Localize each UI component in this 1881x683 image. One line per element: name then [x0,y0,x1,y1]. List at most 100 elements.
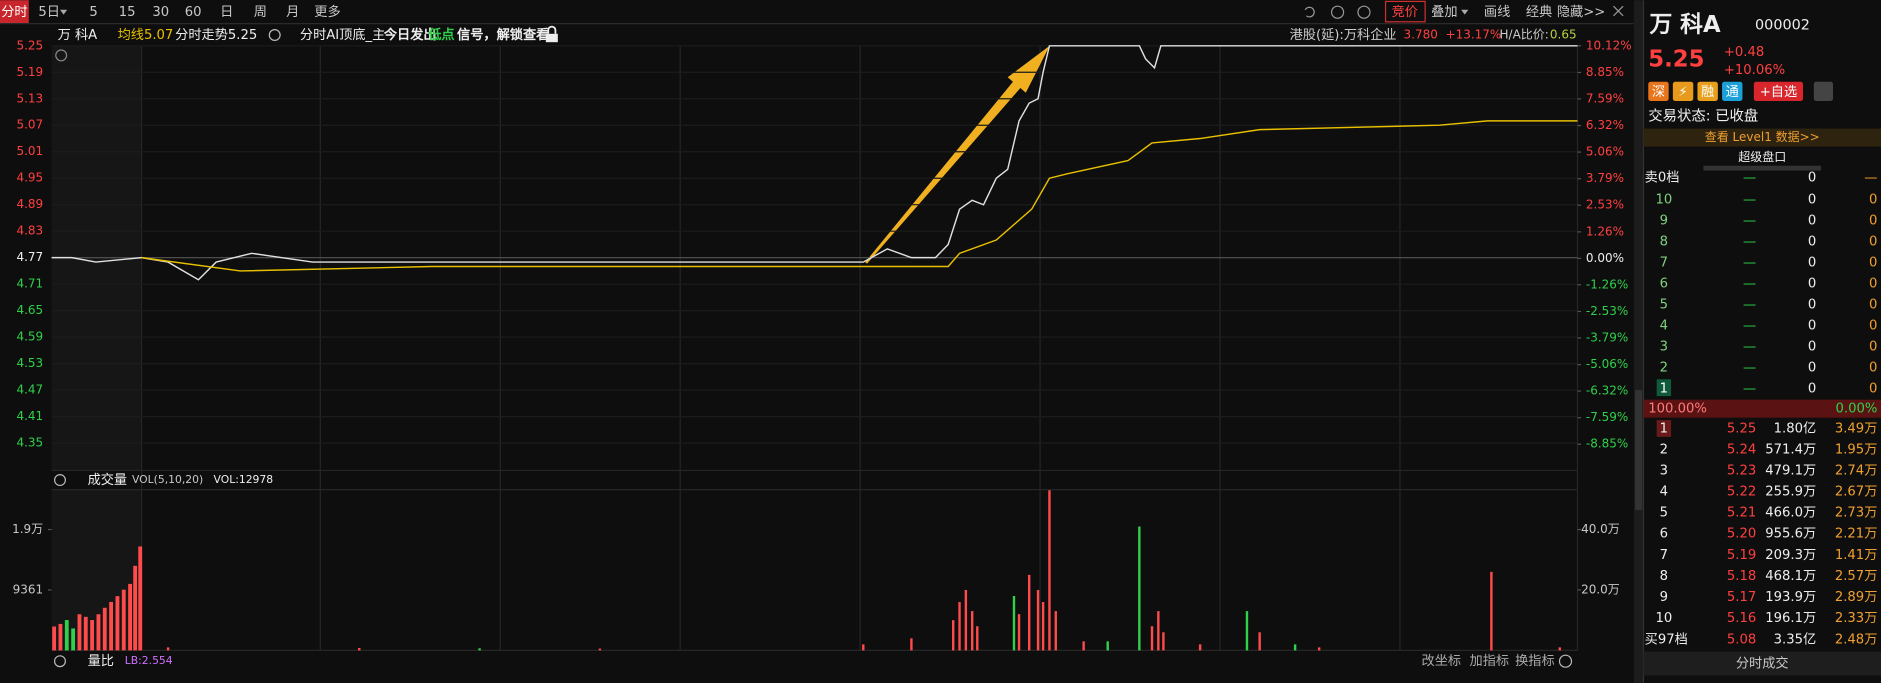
price-line [141,120,1578,272]
volume-bar [1138,526,1141,651]
badge[interactable]: ⚡ [1678,85,1687,100]
sell-total-price: — [1743,171,1756,186]
tool-button[interactable]: 隐藏>> [1557,4,1605,20]
hk-price: 3.780 [1404,27,1438,41]
badge-bg[interactable] [1722,81,1743,101]
volume-bar [58,623,63,651]
trend-arrow [865,45,1050,264]
sell1-highlight [1656,379,1672,397]
volume-bar [1162,632,1165,651]
buy-volume: 571.4万 [1765,443,1816,458]
buy-level: 1 [1660,421,1668,436]
y-tick-label: 4.35 [16,436,43,450]
tool-button[interactable]: 叠加 [1431,4,1457,20]
tab[interactable]: 30 [152,5,169,20]
y-tick-label: 4.83 [16,224,43,238]
volume-bar [958,602,961,651]
scrollbar[interactable] [1633,0,1644,683]
y2-tick-label: 8.85% [1586,65,1624,79]
y2-tick-label: -8.85% [1586,437,1628,451]
buy-level: 8 [1660,569,1668,584]
buy-level: 7 [1660,548,1668,563]
ha-value: 0.65 [1550,27,1577,41]
tab[interactable]: 周 [254,5,267,20]
tool-button[interactable]: 竞价 [1392,3,1418,20]
sell-volume: 0 [1808,255,1816,270]
y-tick-label: 5.01 [16,144,43,158]
y2-tick-label: -7.59% [1586,410,1628,424]
sell-level: 6 [1660,276,1668,291]
sell-count: 0 [1869,255,1877,270]
alert-icon[interactable] [1813,81,1834,101]
buy-count: 2.89万 [1835,590,1878,605]
tab[interactable]: 日 [220,5,233,20]
watch-button[interactable]: +自选 [1760,84,1797,100]
tab[interactable]: 60 [185,5,202,20]
buy-count: 1.41万 [1835,548,1878,563]
tab[interactable]: 15 [119,5,136,20]
buy-volume: 468.1万 [1765,569,1816,584]
buy-count: 1.95万 [1835,443,1878,458]
sub-button[interactable]: 加指标 [1470,653,1510,669]
volume-bar [1036,589,1040,651]
sell-count: 0 [1869,381,1877,396]
volume-bar [96,614,101,651]
depth-slider [1703,165,1822,171]
y-tick-label: 1.9万 [12,522,43,536]
sub-button[interactable]: 换指标 [1515,653,1555,669]
buy-total-volume: 3.35亿 [1774,632,1817,648]
buy-level: 2 [1660,443,1668,458]
buy-total-price: 5.08 [1727,633,1756,648]
level1-bg[interactable] [1643,128,1881,147]
buy-level: 5 [1660,506,1668,521]
level1-link[interactable]: 查看 Level1 数据>> [1705,129,1820,144]
sell-price: — [1743,255,1756,270]
trades-button[interactable]: 分时成交 [1736,655,1789,672]
buy-count: 2.21万 [1835,527,1878,542]
buy-volume: 479.1万 [1765,464,1816,479]
y2-tick-label: 6.32% [1586,118,1624,132]
buy-price: 5.17 [1727,590,1756,605]
watch-bg[interactable] [1753,81,1804,101]
avg-value: 5.07 [144,28,173,43]
sub-button[interactable]: 改坐标 [1422,653,1462,669]
sell-level: 8 [1660,234,1668,249]
trades-bg[interactable] [1643,651,1881,676]
y-tick-label: 4.77 [16,250,43,264]
volume-bar [138,546,143,651]
trade-status: 交易状态: 已收盘 [1648,107,1758,125]
badge[interactable]: 深 [1652,84,1665,100]
signal-suffix[interactable]: 信号，解锁查看 [457,26,549,43]
sell-level: 4 [1660,318,1668,333]
close-icon[interactable] [55,49,68,62]
sell-price: — [1743,297,1756,312]
y2-tick-label: 10.12% [1586,38,1632,52]
buy-count: 2.73万 [1835,506,1878,521]
volume-bar [478,648,481,651]
tab[interactable]: 5日 [38,5,60,20]
toolbar-icons[interactable] [1304,5,1624,19]
badge-bg[interactable] [1697,81,1718,101]
sell-volume: 0 [1808,297,1816,312]
badge-bg[interactable] [1672,81,1694,101]
badge[interactable]: 融 [1701,84,1714,100]
help-icons[interactable] [53,28,1573,668]
tab[interactable]: 更多 [314,3,340,20]
badge[interactable]: 通 [1726,84,1739,100]
sell-count: 0 [1869,360,1877,375]
tool-button[interactable]: 经典 [1526,4,1552,20]
sell-level: 5 [1660,297,1668,312]
scroll-thumb[interactable] [1635,390,1643,511]
tab[interactable]: 月 [286,5,299,20]
buy-volume: 196.1万 [1765,611,1816,626]
tab[interactable]: 分时 [1,4,27,20]
tool-button[interactable]: 画线 [1484,4,1510,20]
y2-tick-label: -6.32% [1586,384,1628,398]
badge-bg[interactable] [1648,81,1669,101]
sell-volume: 0 [1808,276,1816,291]
sell-price: — [1743,339,1756,354]
volume-bar [115,596,120,651]
volume-annotation: VOL:12978 [214,473,274,486]
tab[interactable]: 5 [89,5,97,20]
volume-bar [1054,611,1057,651]
